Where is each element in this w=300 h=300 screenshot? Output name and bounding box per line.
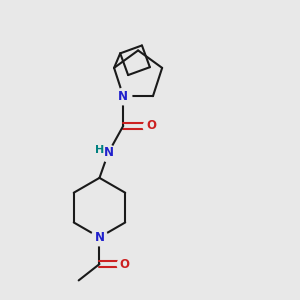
Text: O: O: [120, 258, 130, 271]
Text: H: H: [95, 145, 105, 155]
Text: N: N: [118, 90, 128, 103]
Text: N: N: [103, 146, 113, 159]
Text: O: O: [146, 119, 157, 132]
Text: N: N: [94, 231, 104, 244]
